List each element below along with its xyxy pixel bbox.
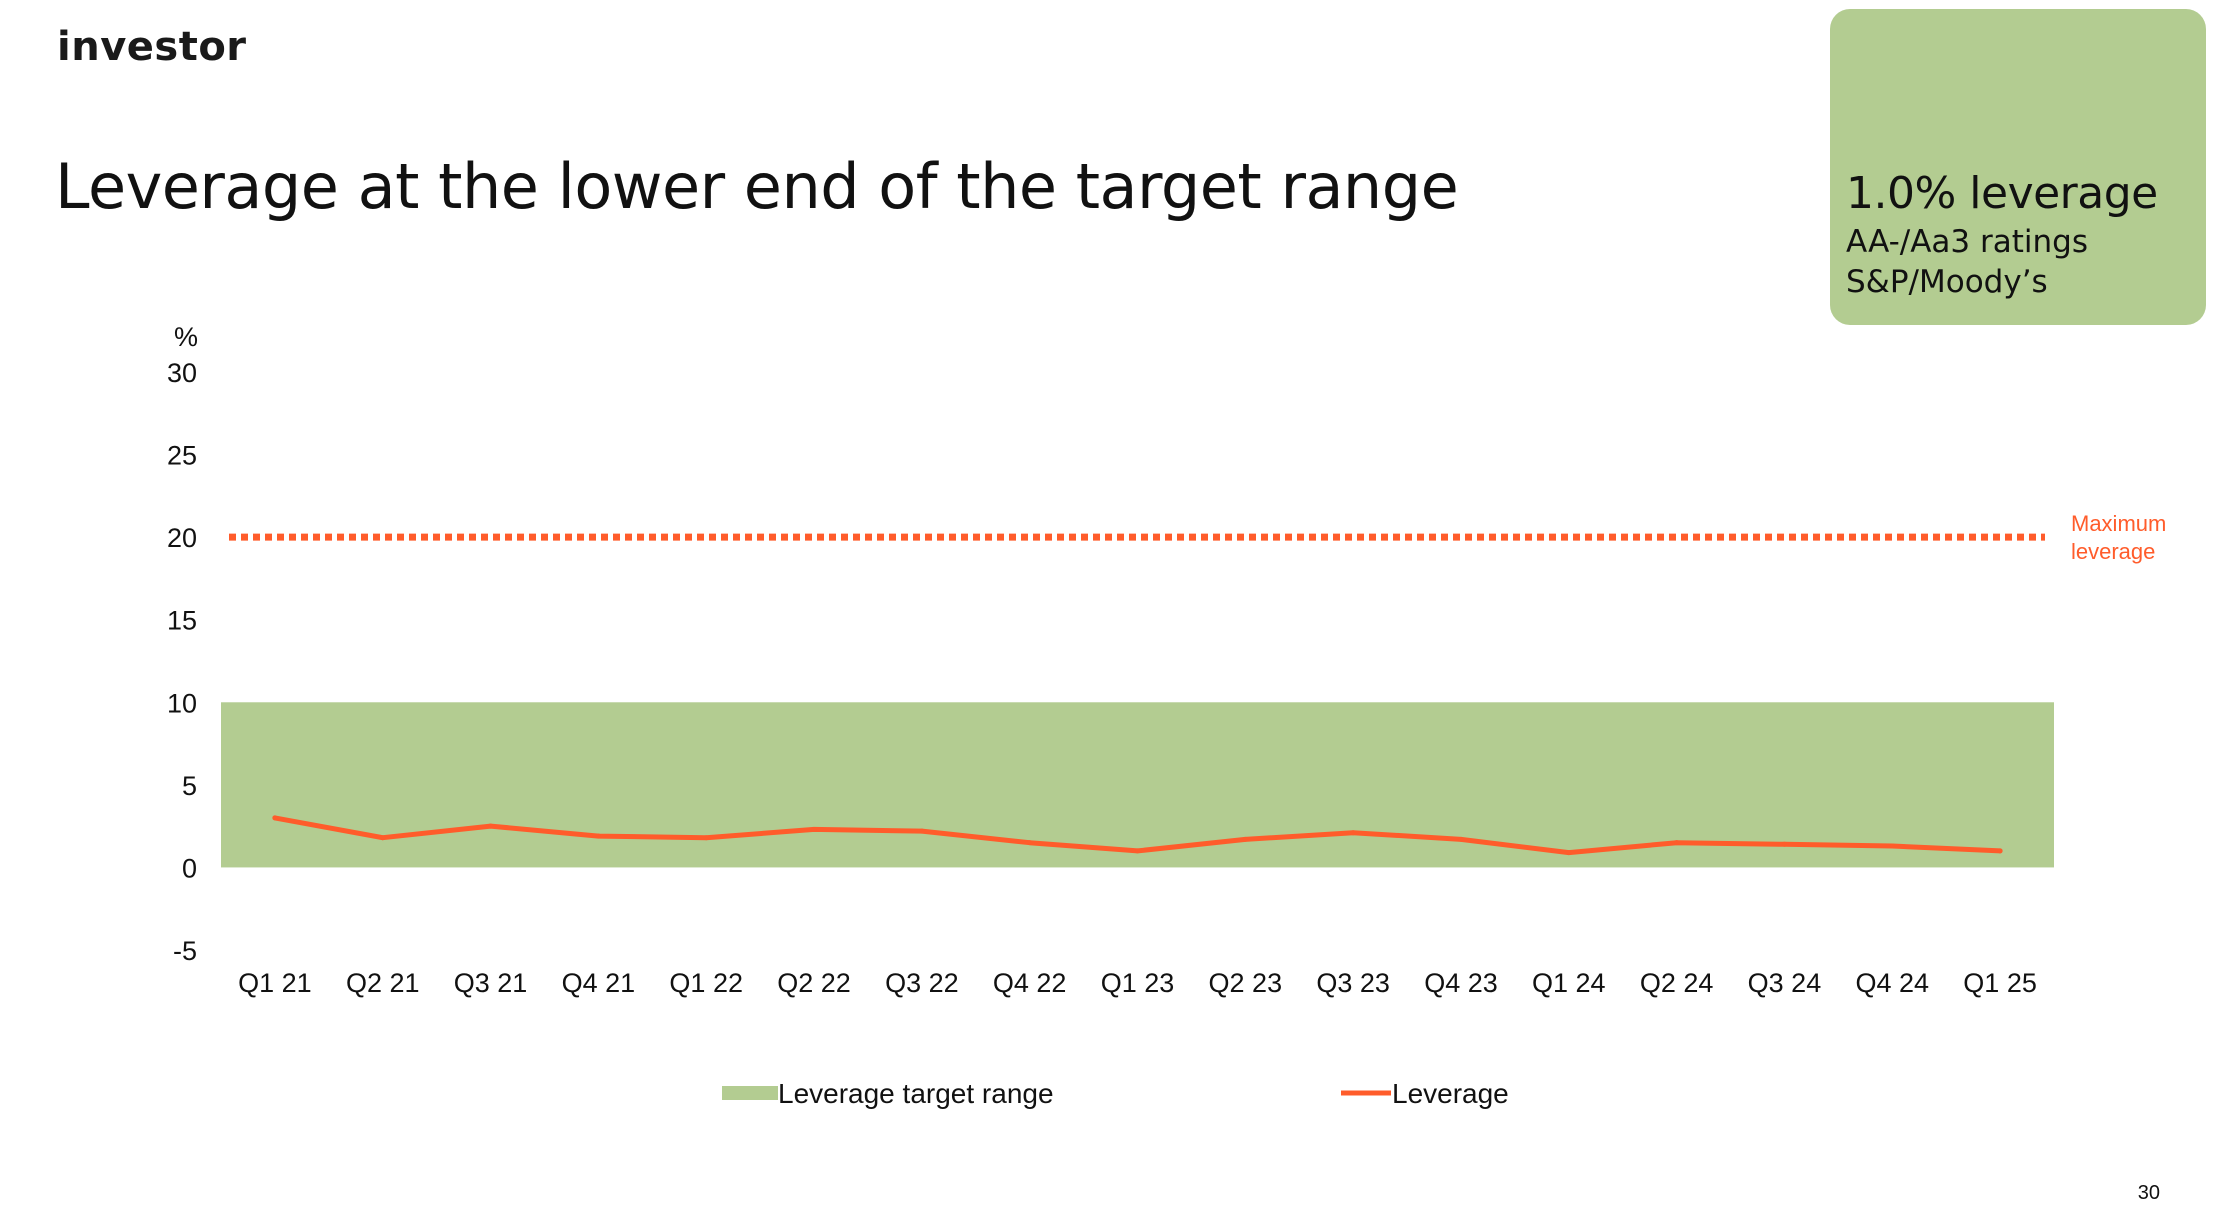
legend-label-leverage: Leverage — [1392, 1078, 1509, 1109]
leverage-point — [380, 835, 386, 841]
target-range-band — [221, 702, 2054, 868]
y-tick-label: 25 — [167, 441, 197, 471]
y-unit-label: % — [174, 322, 198, 352]
leverage-point — [1566, 850, 1572, 856]
leverage-point — [1781, 841, 1787, 847]
x-tick-label: Q3 21 — [454, 968, 528, 998]
x-tick-label: Q3 23 — [1316, 968, 1390, 998]
y-tick-label: -5 — [173, 936, 197, 966]
target-range-group — [221, 702, 2054, 868]
leverage-point — [919, 828, 925, 834]
x-tick-label: Q1 24 — [1532, 968, 1606, 998]
leverage-point — [272, 815, 278, 821]
x-tick-label: Q4 24 — [1855, 968, 1929, 998]
y-tick-label: 30 — [167, 358, 197, 388]
x-tick-label: Q2 21 — [346, 968, 420, 998]
x-tick-label: Q3 24 — [1748, 968, 1822, 998]
y-tick-label: 15 — [167, 606, 197, 636]
leverage-point — [1889, 843, 1895, 849]
leverage-point — [1997, 848, 2003, 854]
y-axis: % 30 25 20 15 10 5 0 -5 — [167, 322, 198, 966]
x-tick-label: Q2 22 — [777, 968, 851, 998]
x-axis: Q1 21 Q2 21 Q3 21 Q4 21 Q1 22 Q2 22 Q3 22 Q4 22… — [238, 968, 2037, 998]
max-leverage-label-line1: Maximum — [2071, 511, 2166, 536]
leverage-point — [811, 826, 817, 832]
x-tick-label: Q1 21 — [238, 968, 312, 998]
max-leverage-group: Maximum leverage — [229, 511, 2166, 564]
leverage-point — [488, 823, 494, 829]
x-tick-label: Q2 23 — [1209, 968, 1283, 998]
y-tick-label: 10 — [167, 688, 197, 718]
callout-agencies-line: S&P/Moody’s — [1846, 264, 2048, 300]
leverage-point — [703, 835, 709, 841]
x-tick-label: Q4 23 — [1424, 968, 1498, 998]
x-tick-label: Q3 22 — [885, 968, 959, 998]
x-tick-label: Q4 22 — [993, 968, 1067, 998]
leverage-point — [1458, 836, 1464, 842]
leverage-point — [1242, 836, 1248, 842]
investor-logo: investor — [57, 24, 247, 70]
leverage-point — [1350, 830, 1356, 836]
leverage-callout-box: 1.0% leverage AA-/Aa3 ratings S&P/Moody’… — [1830, 9, 2206, 325]
x-tick-label: Q1 22 — [669, 968, 743, 998]
page-title: Leverage at the lower end of the target … — [55, 150, 1459, 223]
leverage-point — [1135, 848, 1140, 854]
leverage-point — [1674, 840, 1680, 846]
x-tick-label: Q4 21 — [562, 968, 636, 998]
callout-headline: 1.0% leverage — [1846, 168, 2158, 219]
y-tick-label: 5 — [182, 771, 197, 801]
legend: Leverage target range Leverage — [722, 1078, 1509, 1109]
leverage-point — [1027, 840, 1033, 846]
x-tick-label: Q2 24 — [1640, 968, 1714, 998]
max-leverage-label-line2: leverage — [2071, 539, 2155, 564]
page-number: 30 — [2137, 1182, 2160, 1204]
callout-ratings-line: AA-/Aa3 ratings — [1846, 224, 2088, 260]
legend-label-target-range: Leverage target range — [778, 1078, 1054, 1109]
x-tick-label: Q1 25 — [1963, 968, 2037, 998]
legend-swatch-target-range — [722, 1086, 778, 1100]
x-tick-label: Q1 23 — [1101, 968, 1175, 998]
y-tick-label: 0 — [182, 853, 197, 883]
leverage-point — [595, 833, 601, 839]
y-tick-label: 20 — [167, 523, 197, 553]
leverage-series-group — [272, 815, 2003, 856]
